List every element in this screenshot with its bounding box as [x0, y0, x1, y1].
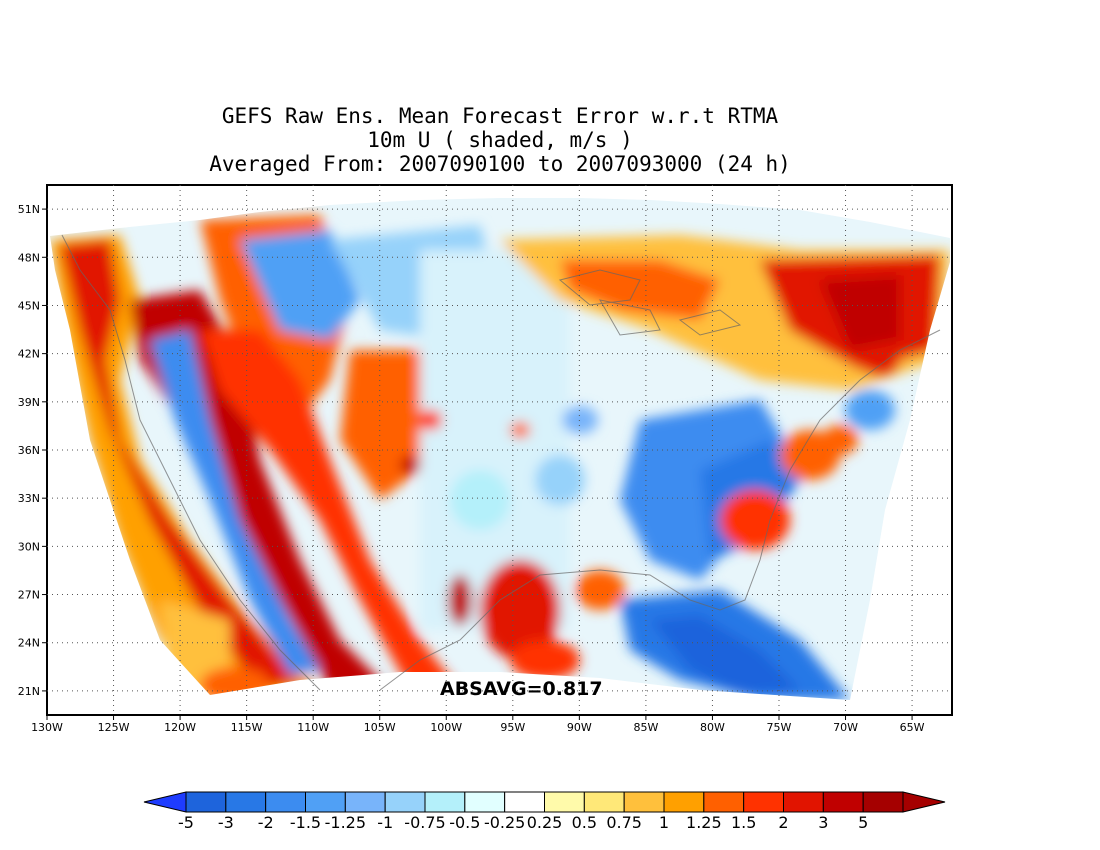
lat-tick-label: 45N: [18, 299, 40, 312]
lat-tick-label: 36N: [18, 444, 40, 457]
colorbar-swatch: [783, 791, 824, 813]
colorbar-swatch: [583, 791, 625, 813]
lon-tick-label: 130W: [31, 721, 63, 734]
colorbar-label: 0.5: [572, 813, 597, 832]
colorbar-label: 3: [818, 813, 828, 832]
latitude-axis: 51N 48N 45N 42N 39N 36N 33N 30N 27N 24N 21N: [18, 203, 47, 698]
lon-tick-label: 115W: [231, 721, 263, 734]
lat-tick-label: 30N: [18, 540, 40, 553]
colorbar-label: -0.25: [484, 813, 525, 832]
colorbar-label: -5: [178, 813, 194, 832]
gridlines: [47, 185, 952, 715]
coastlines: [61, 234, 941, 691]
colorbar-swatch: [663, 791, 705, 813]
lon-tick-label: 120W: [164, 721, 196, 734]
colorbar-right-arrow: [902, 791, 946, 813]
lon-tick-label: 75W: [767, 721, 792, 734]
colorbar-swatch: [424, 791, 466, 813]
colorbar-swatch: [703, 791, 745, 813]
longitude-axis: 130W 125W 120W 115W 110W 105W 100W 95W 90W 85W 80W…: [31, 715, 925, 734]
title-line-2: 10m U ( shaded, m/s ): [367, 128, 633, 152]
colorbar: -5 -3 -2 -1.5 -1.25 -1 -0.75 -0.5 -0.25 0.25 0.5 0.…: [143, 791, 946, 832]
lat-tick-label: 27N: [18, 589, 40, 602]
colorbar-swatch: [822, 791, 864, 813]
colorbar-label: 0.25: [527, 813, 563, 832]
colorbar-label: -1: [377, 813, 393, 832]
colorbar-swatch: [743, 791, 785, 813]
title-line-3: Averaged From: 2007090100 to 2007093000 …: [209, 152, 791, 176]
colorbar-label: -0.75: [404, 813, 445, 832]
colorbar-swatch: [464, 791, 506, 813]
colorbar-swatch: [305, 791, 346, 813]
colorbar-swatch: [265, 791, 306, 813]
colorbar-swatch: [862, 791, 904, 813]
colorbar-label: -3: [218, 813, 234, 832]
lat-tick-label: 39N: [18, 396, 40, 409]
colorbar-swatch: [185, 791, 227, 813]
lon-tick-label: 90W: [567, 721, 592, 734]
colorbar-swatch: [344, 791, 386, 813]
shaded-field: [50, 198, 950, 700]
colorbar-swatch: [504, 791, 545, 813]
colorbar-label: 0.75: [606, 813, 642, 832]
colorbar-left-arrow: [143, 791, 187, 813]
lat-tick-label: 51N: [18, 203, 40, 216]
lon-tick-label: 110W: [297, 721, 329, 734]
lon-tick-label: 100W: [430, 721, 462, 734]
lat-tick-label: 33N: [18, 492, 40, 505]
lat-tick-label: 21N: [18, 685, 40, 698]
colorbar-swatch: [384, 791, 426, 813]
colorbar-label: 1: [659, 813, 669, 832]
colorbar-swatch: [623, 791, 665, 813]
colorbar-label: 2: [778, 813, 788, 832]
lon-tick-label: 65W: [900, 721, 925, 734]
lon-tick-label: 85W: [633, 721, 658, 734]
colorbar-label: 1.5: [731, 813, 756, 832]
colorbar-label: 5: [858, 813, 868, 832]
lat-tick-label: 48N: [18, 251, 40, 264]
colorbar-swatch: [225, 791, 267, 813]
colorbar-swatch: [544, 791, 585, 813]
lon-tick-label: 95W: [500, 721, 525, 734]
lon-tick-label: 125W: [98, 721, 130, 734]
colorbar-label: -2: [258, 813, 274, 832]
title-line-1: GEFS Raw Ens. Mean Forecast Error w.r.t …: [221, 104, 779, 128]
colorbar-label: -0.5: [449, 813, 480, 832]
lon-tick-label: 105W: [364, 721, 396, 734]
colorbar-label: 1.25: [686, 813, 722, 832]
absavg-label: ABSAVG=0.817: [440, 678, 603, 700]
colorbar-label: -1.5: [290, 813, 321, 832]
lon-tick-label: 80W: [700, 721, 725, 734]
lat-tick-label: 24N: [18, 637, 40, 650]
lat-tick-label: 42N: [18, 348, 40, 361]
colorbar-label: -1.25: [325, 813, 366, 832]
lon-tick-label: 70W: [833, 721, 858, 734]
